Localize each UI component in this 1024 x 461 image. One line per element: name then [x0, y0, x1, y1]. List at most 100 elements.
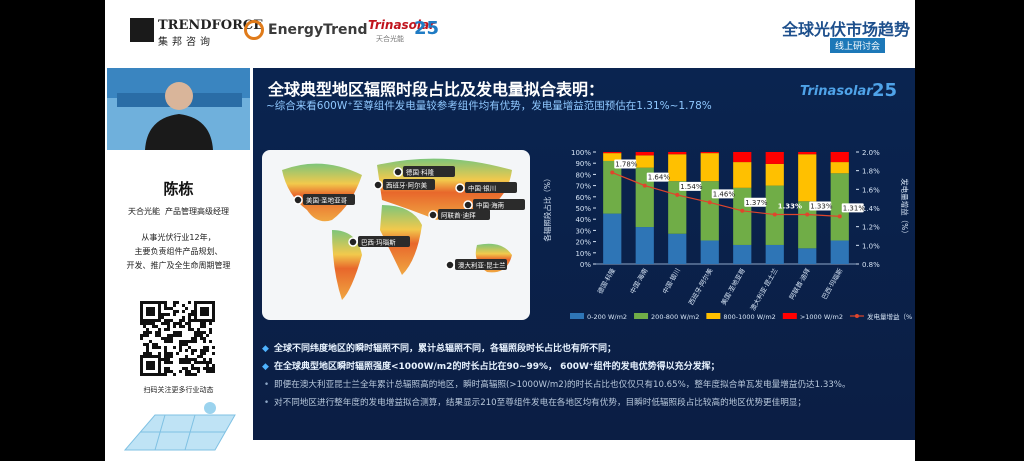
- value-label: 1.37%: [745, 199, 768, 207]
- y2-tick-label: 0.8%: [862, 261, 880, 269]
- y-tick-label: 40%: [575, 216, 591, 224]
- bar-segment: [798, 152, 817, 155]
- qr-module: [173, 334, 176, 337]
- qr-module: [149, 301, 152, 304]
- qr-module: [146, 349, 149, 352]
- legend-label: >1000 W/m2: [800, 313, 843, 321]
- qr-module: [200, 310, 203, 313]
- bullet-marker: ◆: [262, 362, 269, 372]
- qr-module: [146, 307, 149, 310]
- qr-module: [182, 325, 185, 328]
- qr-module: [161, 358, 164, 361]
- qr-module: [167, 322, 170, 325]
- qr-module: [191, 352, 194, 355]
- qr-module: [182, 340, 185, 343]
- qr-module: [164, 307, 167, 310]
- line-point: [707, 200, 712, 205]
- x-tick-label: 中国·银川: [660, 267, 682, 296]
- map-label-bg: [473, 199, 525, 210]
- qr-module: [146, 328, 149, 331]
- qr-module: [203, 361, 206, 364]
- qr-module: [209, 340, 212, 343]
- qr-module: [158, 361, 161, 364]
- qr-module: [143, 325, 146, 328]
- qr-module: [158, 364, 161, 367]
- qr-module: [188, 319, 191, 322]
- qr-module: [176, 352, 179, 355]
- qr-module: [158, 328, 161, 331]
- qr-module: [173, 331, 176, 334]
- qr-module: [203, 352, 206, 355]
- qr-module: [158, 331, 161, 334]
- qr-module: [146, 313, 149, 316]
- qr-module: [179, 319, 182, 322]
- map-label: 美国·圣地亚哥: [306, 196, 348, 205]
- qr-module: [185, 367, 188, 370]
- qr-module: [167, 358, 170, 361]
- qr-module: [188, 346, 191, 349]
- qr-module: [146, 355, 149, 358]
- qr-module: [191, 313, 194, 316]
- speaker-bio: 主要负责组件产品规划、: [134, 247, 223, 256]
- qr-module: [158, 319, 161, 322]
- qr-module: [200, 322, 203, 325]
- qr-module: [194, 337, 197, 340]
- qr-module: [167, 352, 170, 355]
- qr-module: [140, 361, 143, 364]
- qr-module: [194, 334, 197, 337]
- qr-module: [197, 361, 200, 364]
- qr-module: [164, 313, 167, 316]
- speaker-role: 天合光能 产品管理高级经理: [127, 207, 230, 216]
- solar-illustration: [123, 402, 236, 451]
- qr-module: [164, 328, 167, 331]
- bar-segment: [798, 154, 817, 202]
- qr-module: [149, 364, 152, 367]
- qr-module: [143, 373, 146, 376]
- qr-module: [155, 346, 158, 349]
- qr-module: [185, 307, 188, 310]
- qr-module: [152, 346, 155, 349]
- qr-module: [140, 334, 143, 337]
- qr-module: [152, 325, 155, 328]
- qr-module: [167, 361, 170, 364]
- bar-segment: [798, 201, 817, 249]
- logo-badge: 25: [414, 18, 440, 39]
- qr-module: [203, 358, 206, 361]
- bar-segment: [668, 154, 687, 182]
- bar-segment: [635, 167, 654, 228]
- x-tick-label: 澳大利亚·昆士兰: [748, 266, 780, 312]
- qr-module: [143, 334, 146, 337]
- x-tick-label: 中国·海南: [628, 266, 650, 295]
- logo-text: 集邦咨询: [158, 37, 214, 48]
- qr-module: [167, 325, 170, 328]
- bar-segment: [733, 152, 752, 163]
- qr-module: [203, 349, 206, 352]
- value-label-bg: [841, 203, 864, 213]
- qr-module: [155, 331, 158, 334]
- qr-module: [203, 340, 206, 343]
- qr-module: [140, 364, 143, 367]
- bar-segment: [603, 153, 622, 161]
- y-tick-label: 10%: [575, 250, 591, 258]
- qr-module: [209, 358, 212, 361]
- qr-module: [182, 358, 185, 361]
- qr-module: [203, 331, 206, 334]
- logo-text: EnergyTrend: [268, 22, 368, 38]
- qr-module: [188, 316, 191, 319]
- qr-module: [188, 301, 191, 304]
- logo-text: Trinasolar: [368, 18, 436, 32]
- value-label: 1.46%: [713, 190, 736, 198]
- qr-module: [179, 349, 182, 352]
- qr-module: [164, 373, 167, 376]
- qr-module: [170, 352, 173, 355]
- bar-segment: [700, 240, 719, 264]
- qr-module: [152, 355, 155, 358]
- qr-module: [203, 310, 206, 313]
- qr-module: [149, 331, 152, 334]
- qr-module: [182, 361, 185, 364]
- qr-module: [140, 319, 143, 322]
- qr-code: [137, 298, 218, 379]
- y-tick-label: 100%: [571, 149, 591, 157]
- qr-module: [185, 322, 188, 325]
- qr-module: [164, 355, 167, 358]
